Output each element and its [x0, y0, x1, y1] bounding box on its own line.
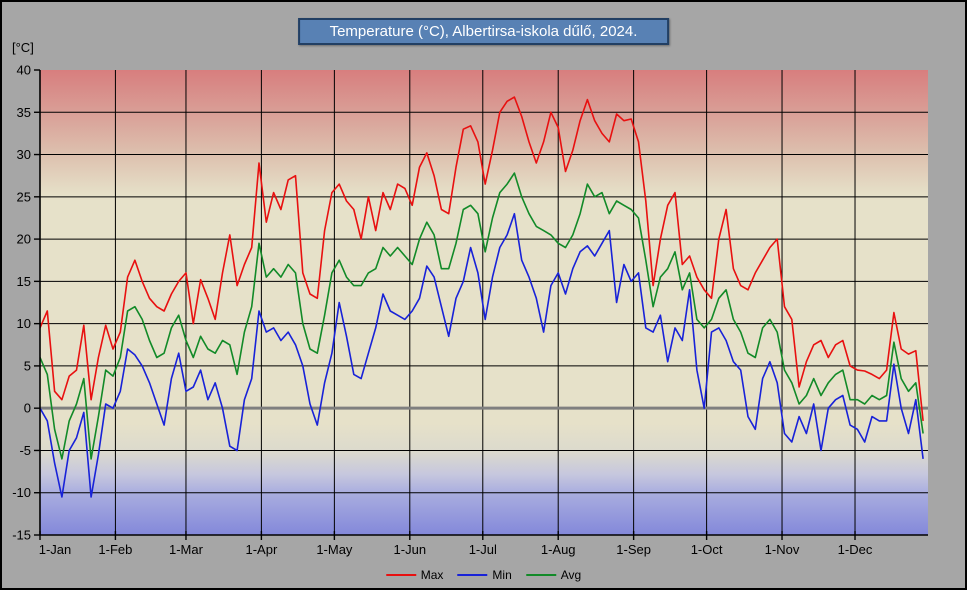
svg-text:1-Feb: 1-Feb	[98, 542, 132, 557]
y-axis-unit-label: [°C]	[12, 40, 34, 55]
legend-label-max: Max	[420, 568, 444, 582]
legend-item-avg: Avg	[525, 568, 582, 582]
svg-text:25: 25	[17, 189, 31, 204]
svg-text:-5: -5	[19, 443, 31, 458]
svg-text:1-Aug: 1-Aug	[541, 542, 576, 557]
svg-text:10: 10	[17, 316, 31, 331]
legend: Max Min Avg	[385, 568, 582, 582]
legend-swatch-max-icon	[385, 574, 416, 576]
svg-text:15: 15	[17, 274, 31, 289]
svg-text:1-Jun: 1-Jun	[394, 542, 427, 557]
svg-text:1-Mar: 1-Mar	[169, 542, 204, 557]
legend-swatch-avg-icon	[525, 574, 556, 576]
svg-text:1-Sep: 1-Sep	[616, 542, 651, 557]
svg-text:0: 0	[24, 401, 31, 416]
svg-text:20: 20	[17, 232, 31, 247]
svg-text:30: 30	[17, 147, 31, 162]
chart-title: Temperature (°C), Albertirsa-iskola dűlő…	[297, 18, 670, 45]
svg-text:-15: -15	[12, 528, 31, 543]
legend-swatch-min-icon	[457, 574, 488, 576]
svg-text:1-Dec: 1-Dec	[838, 542, 873, 557]
svg-text:1-Oct: 1-Oct	[691, 542, 723, 557]
legend-item-min: Min	[457, 568, 512, 582]
svg-text:35: 35	[17, 105, 31, 120]
svg-text:1-Jul: 1-Jul	[469, 542, 497, 557]
svg-text:1-Apr: 1-Apr	[245, 542, 277, 557]
legend-label-avg: Avg	[560, 568, 582, 582]
svg-text:-10: -10	[12, 485, 31, 500]
legend-label-min: Min	[492, 568, 512, 582]
svg-text:40: 40	[17, 63, 31, 78]
svg-text:1-May: 1-May	[316, 542, 353, 557]
svg-text:5: 5	[24, 358, 31, 373]
svg-text:1-Nov: 1-Nov	[765, 542, 800, 557]
legend-item-max: Max	[385, 568, 444, 582]
svg-text:1-Jan: 1-Jan	[39, 542, 72, 557]
